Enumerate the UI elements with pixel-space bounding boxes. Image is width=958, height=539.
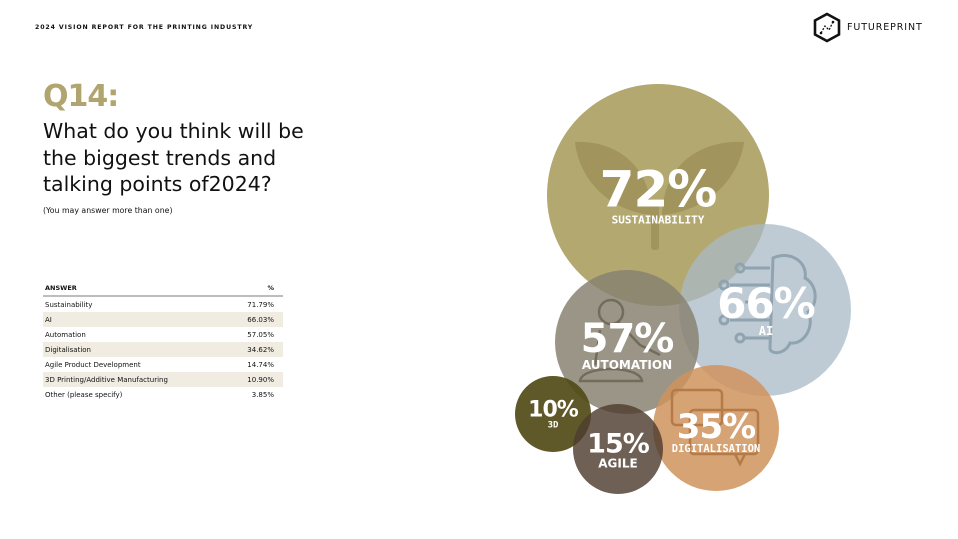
answers-table: ANSWER % Sustainability 71.79% AI 66.03% A… bbox=[43, 283, 283, 402]
hexagon-trend-icon bbox=[813, 12, 841, 43]
bubble-3d bbox=[515, 376, 591, 452]
question-text: What do you think will be the biggest tr… bbox=[43, 119, 304, 196]
logo-text: FUTUREPRINT bbox=[847, 22, 923, 33]
answer-cell: Automation bbox=[45, 330, 86, 339]
table-row: Sustainability 71.79% bbox=[43, 296, 283, 312]
pct-cell: 3.85% bbox=[251, 390, 274, 399]
answer-cell: Sustainability bbox=[45, 300, 93, 309]
pct-cell: 10.90% bbox=[228, 372, 283, 387]
label-digitalisation: 35% DIGITALISATION bbox=[671, 406, 761, 455]
answer-cell: 3D Printing/Additive Manufacturing bbox=[43, 372, 229, 387]
chat-bubbles-icon bbox=[670, 388, 760, 467]
label-automation: 57% AUTOMATION bbox=[580, 316, 675, 372]
question-note: (You may answer more than one) bbox=[43, 206, 173, 215]
label-sustainability: 72% SUSTAINABILITY bbox=[599, 160, 718, 227]
pct-cell: 71.79% bbox=[247, 300, 274, 309]
header-pct: % bbox=[228, 283, 283, 297]
answer-cell: Digitalisation bbox=[43, 342, 229, 357]
label-ai: 66% AI bbox=[717, 279, 816, 338]
pct-cell: 57.05% bbox=[247, 330, 274, 339]
bubble-agile bbox=[573, 404, 663, 494]
table-row: 3D Printing/Additive Manufacturing 10.90% bbox=[43, 372, 283, 387]
bubble-ai bbox=[679, 224, 851, 396]
table-header-row: ANSWER % bbox=[43, 283, 283, 297]
question-number: Q14: bbox=[43, 79, 119, 114]
answer-cell: Other (please specify) bbox=[45, 390, 123, 399]
robot-arm-icon bbox=[578, 298, 661, 383]
table-row: AI 66.03% bbox=[43, 312, 283, 327]
table-row: Other (please specify) 3.85% bbox=[43, 387, 283, 402]
futureprint-logo: FUTUREPRINT bbox=[813, 12, 923, 43]
header-answer: ANSWER bbox=[43, 283, 229, 297]
label-agile: 15% AGILE bbox=[587, 428, 650, 471]
bubble-automation bbox=[555, 270, 699, 414]
leaf-sprout-icon bbox=[575, 141, 744, 250]
answer-cell: Agile Product Development bbox=[45, 360, 141, 369]
table-row: Automation 57.05% bbox=[43, 327, 283, 342]
label-3d: 10% 3D bbox=[528, 397, 579, 431]
report-title: 2024 VISION REPORT FOR THE PRINTING INDU… bbox=[35, 24, 254, 31]
pct-cell: 14.74% bbox=[247, 360, 274, 369]
pct-cell: 34.62% bbox=[228, 342, 283, 357]
table-row: Agile Product Development 14.74% bbox=[43, 357, 283, 372]
table-row: Digitalisation 34.62% bbox=[43, 342, 283, 357]
brain-circuit-icon bbox=[718, 254, 817, 355]
pct-cell: 66.03% bbox=[228, 312, 283, 327]
bubble-digitalisation bbox=[653, 365, 779, 491]
answer-cell: AI bbox=[43, 312, 229, 327]
